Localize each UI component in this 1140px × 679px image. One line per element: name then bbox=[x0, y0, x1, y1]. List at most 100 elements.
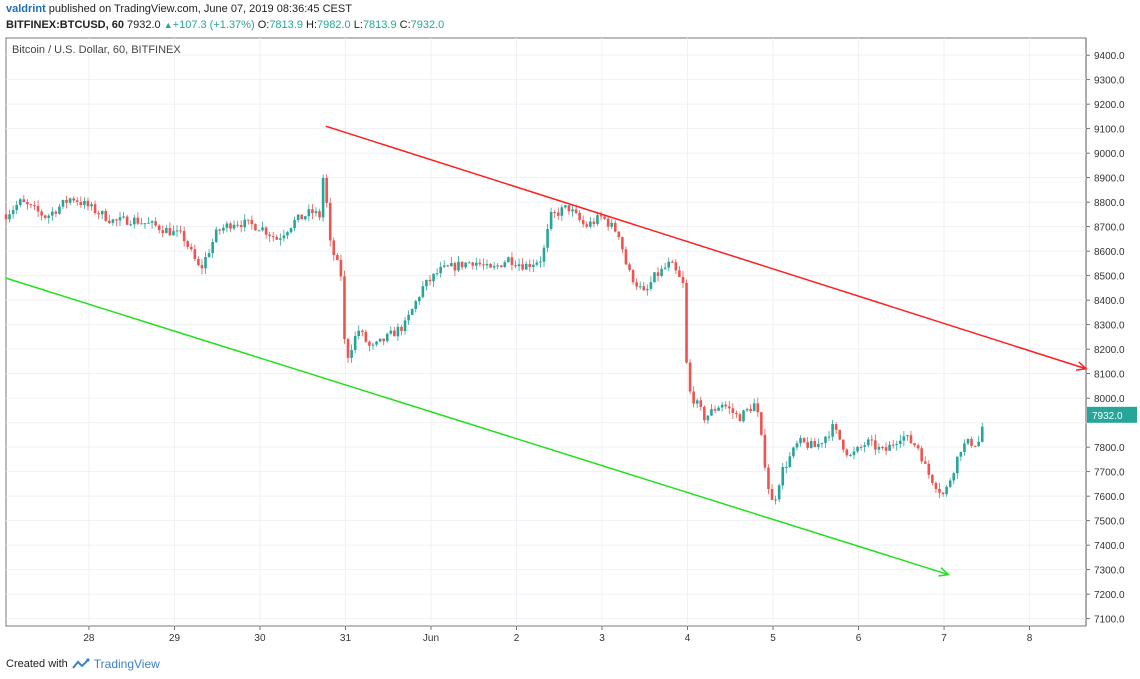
tradingview-logo-icon bbox=[71, 658, 90, 669]
close-label: C: bbox=[399, 19, 411, 31]
candle-body bbox=[4, 214, 8, 220]
price-change: +107.3 (+1.37%) bbox=[172, 19, 255, 31]
candle-body bbox=[172, 230, 175, 236]
candle-body bbox=[482, 264, 485, 266]
last-price-tag-label: 7932.0 bbox=[1092, 411, 1123, 422]
candle-body bbox=[610, 222, 614, 227]
candle-body bbox=[303, 216, 307, 220]
candle-body bbox=[125, 216, 129, 225]
candle-body bbox=[817, 443, 820, 448]
candle-body bbox=[318, 211, 321, 218]
price-tick-label: 9100.0 bbox=[1094, 125, 1125, 136]
candle-body bbox=[581, 219, 585, 225]
candle-body bbox=[977, 441, 980, 447]
candle-body bbox=[777, 485, 781, 500]
candle-body bbox=[895, 444, 899, 446]
candle-body bbox=[656, 272, 660, 276]
price-tick-label: 8900.0 bbox=[1094, 174, 1125, 185]
candle-body bbox=[375, 341, 378, 345]
candle-body bbox=[688, 362, 692, 392]
candle-body bbox=[275, 236, 279, 240]
candle-body bbox=[478, 262, 482, 265]
candle-body bbox=[556, 212, 560, 216]
price-tick-label: 7100.0 bbox=[1094, 615, 1125, 626]
candle-body bbox=[507, 257, 510, 263]
price-tick-label: 7600.0 bbox=[1094, 492, 1125, 503]
candle-body bbox=[788, 456, 792, 467]
price-tick-label: 7800.0 bbox=[1094, 443, 1125, 454]
candle-body bbox=[450, 262, 453, 267]
candle-body bbox=[425, 279, 428, 287]
candle-body bbox=[325, 177, 328, 203]
candle-body bbox=[735, 412, 738, 415]
candle-body bbox=[809, 440, 813, 448]
candle-body bbox=[646, 288, 649, 291]
candle-body bbox=[866, 439, 870, 446]
price-axis[interactable]: 7100.0 7200.0 7300.0 7400.0 7500.0 7600.0 7700… bbox=[1086, 51, 1137, 626]
candle-body bbox=[613, 222, 617, 232]
high-label: H: bbox=[306, 19, 318, 31]
candle-body bbox=[129, 224, 133, 226]
candle-body bbox=[635, 282, 638, 287]
candle-body bbox=[428, 279, 432, 282]
candle-body bbox=[396, 326, 400, 337]
time-tick-label: 29 bbox=[169, 633, 181, 644]
candle-body bbox=[314, 211, 318, 214]
candle-body bbox=[749, 409, 752, 412]
author-name[interactable]: valdrint bbox=[6, 3, 46, 15]
candle-body bbox=[760, 412, 763, 435]
time-axis[interactable]: 28 29 30 31 Jun 2 3 4 5 6 7 8 bbox=[83, 626, 1033, 644]
candle-body bbox=[849, 455, 852, 457]
channel-trendline[interactable] bbox=[325, 125, 1087, 370]
high-value: 7982.0 bbox=[317, 19, 351, 31]
price-chart[interactable]: 7100.0 7200.0 7300.0 7400.0 7500.0 7600.0 7700… bbox=[0, 0, 1140, 655]
candle-body bbox=[435, 273, 439, 275]
channel-lines[interactable] bbox=[5, 125, 1088, 577]
candle-body bbox=[948, 480, 952, 487]
candle-body bbox=[279, 238, 282, 240]
candle-body bbox=[827, 436, 831, 438]
candle-body bbox=[510, 257, 514, 266]
price-tick-label: 8400.0 bbox=[1094, 296, 1125, 307]
candle-body bbox=[257, 230, 261, 232]
candle-body bbox=[86, 200, 90, 207]
candle-body bbox=[389, 330, 393, 334]
candle-body bbox=[471, 262, 475, 266]
channel-trendline[interactable] bbox=[5, 277, 949, 576]
candle-body bbox=[26, 201, 29, 205]
candle-body bbox=[938, 488, 941, 493]
candle-body bbox=[154, 221, 157, 226]
candle-body bbox=[211, 242, 214, 254]
candle-body bbox=[724, 404, 728, 407]
candle-body bbox=[831, 424, 834, 437]
candle-body bbox=[464, 262, 467, 268]
candle-body bbox=[621, 237, 624, 250]
candle-body bbox=[350, 350, 353, 358]
candle-body bbox=[660, 268, 663, 276]
price-tick-label: 8500.0 bbox=[1094, 272, 1125, 283]
candle-body bbox=[913, 443, 916, 446]
candle-body bbox=[346, 339, 350, 358]
candle-body bbox=[15, 204, 18, 211]
candle-body bbox=[589, 221, 592, 227]
candle-body bbox=[371, 344, 375, 346]
time-tick-label: 6 bbox=[856, 633, 862, 644]
candle-body bbox=[368, 341, 371, 346]
price-tick-label: 8700.0 bbox=[1094, 223, 1125, 234]
candle-body bbox=[328, 202, 332, 241]
candle-body bbox=[564, 205, 567, 208]
grid-lines bbox=[6, 38, 1086, 626]
candle-body bbox=[311, 209, 314, 214]
tradingview-brand[interactable]: TradingView bbox=[93, 657, 160, 671]
candle-body bbox=[542, 247, 546, 262]
candle-body bbox=[560, 207, 564, 216]
candle-body bbox=[956, 456, 959, 474]
candle-body bbox=[678, 270, 681, 277]
candle-body bbox=[207, 253, 211, 258]
candle-body bbox=[8, 214, 11, 220]
candle-body bbox=[165, 227, 168, 234]
candle-body bbox=[524, 263, 528, 270]
candle-body bbox=[578, 212, 581, 220]
candle-body bbox=[784, 466, 788, 468]
candle-body bbox=[820, 442, 824, 444]
